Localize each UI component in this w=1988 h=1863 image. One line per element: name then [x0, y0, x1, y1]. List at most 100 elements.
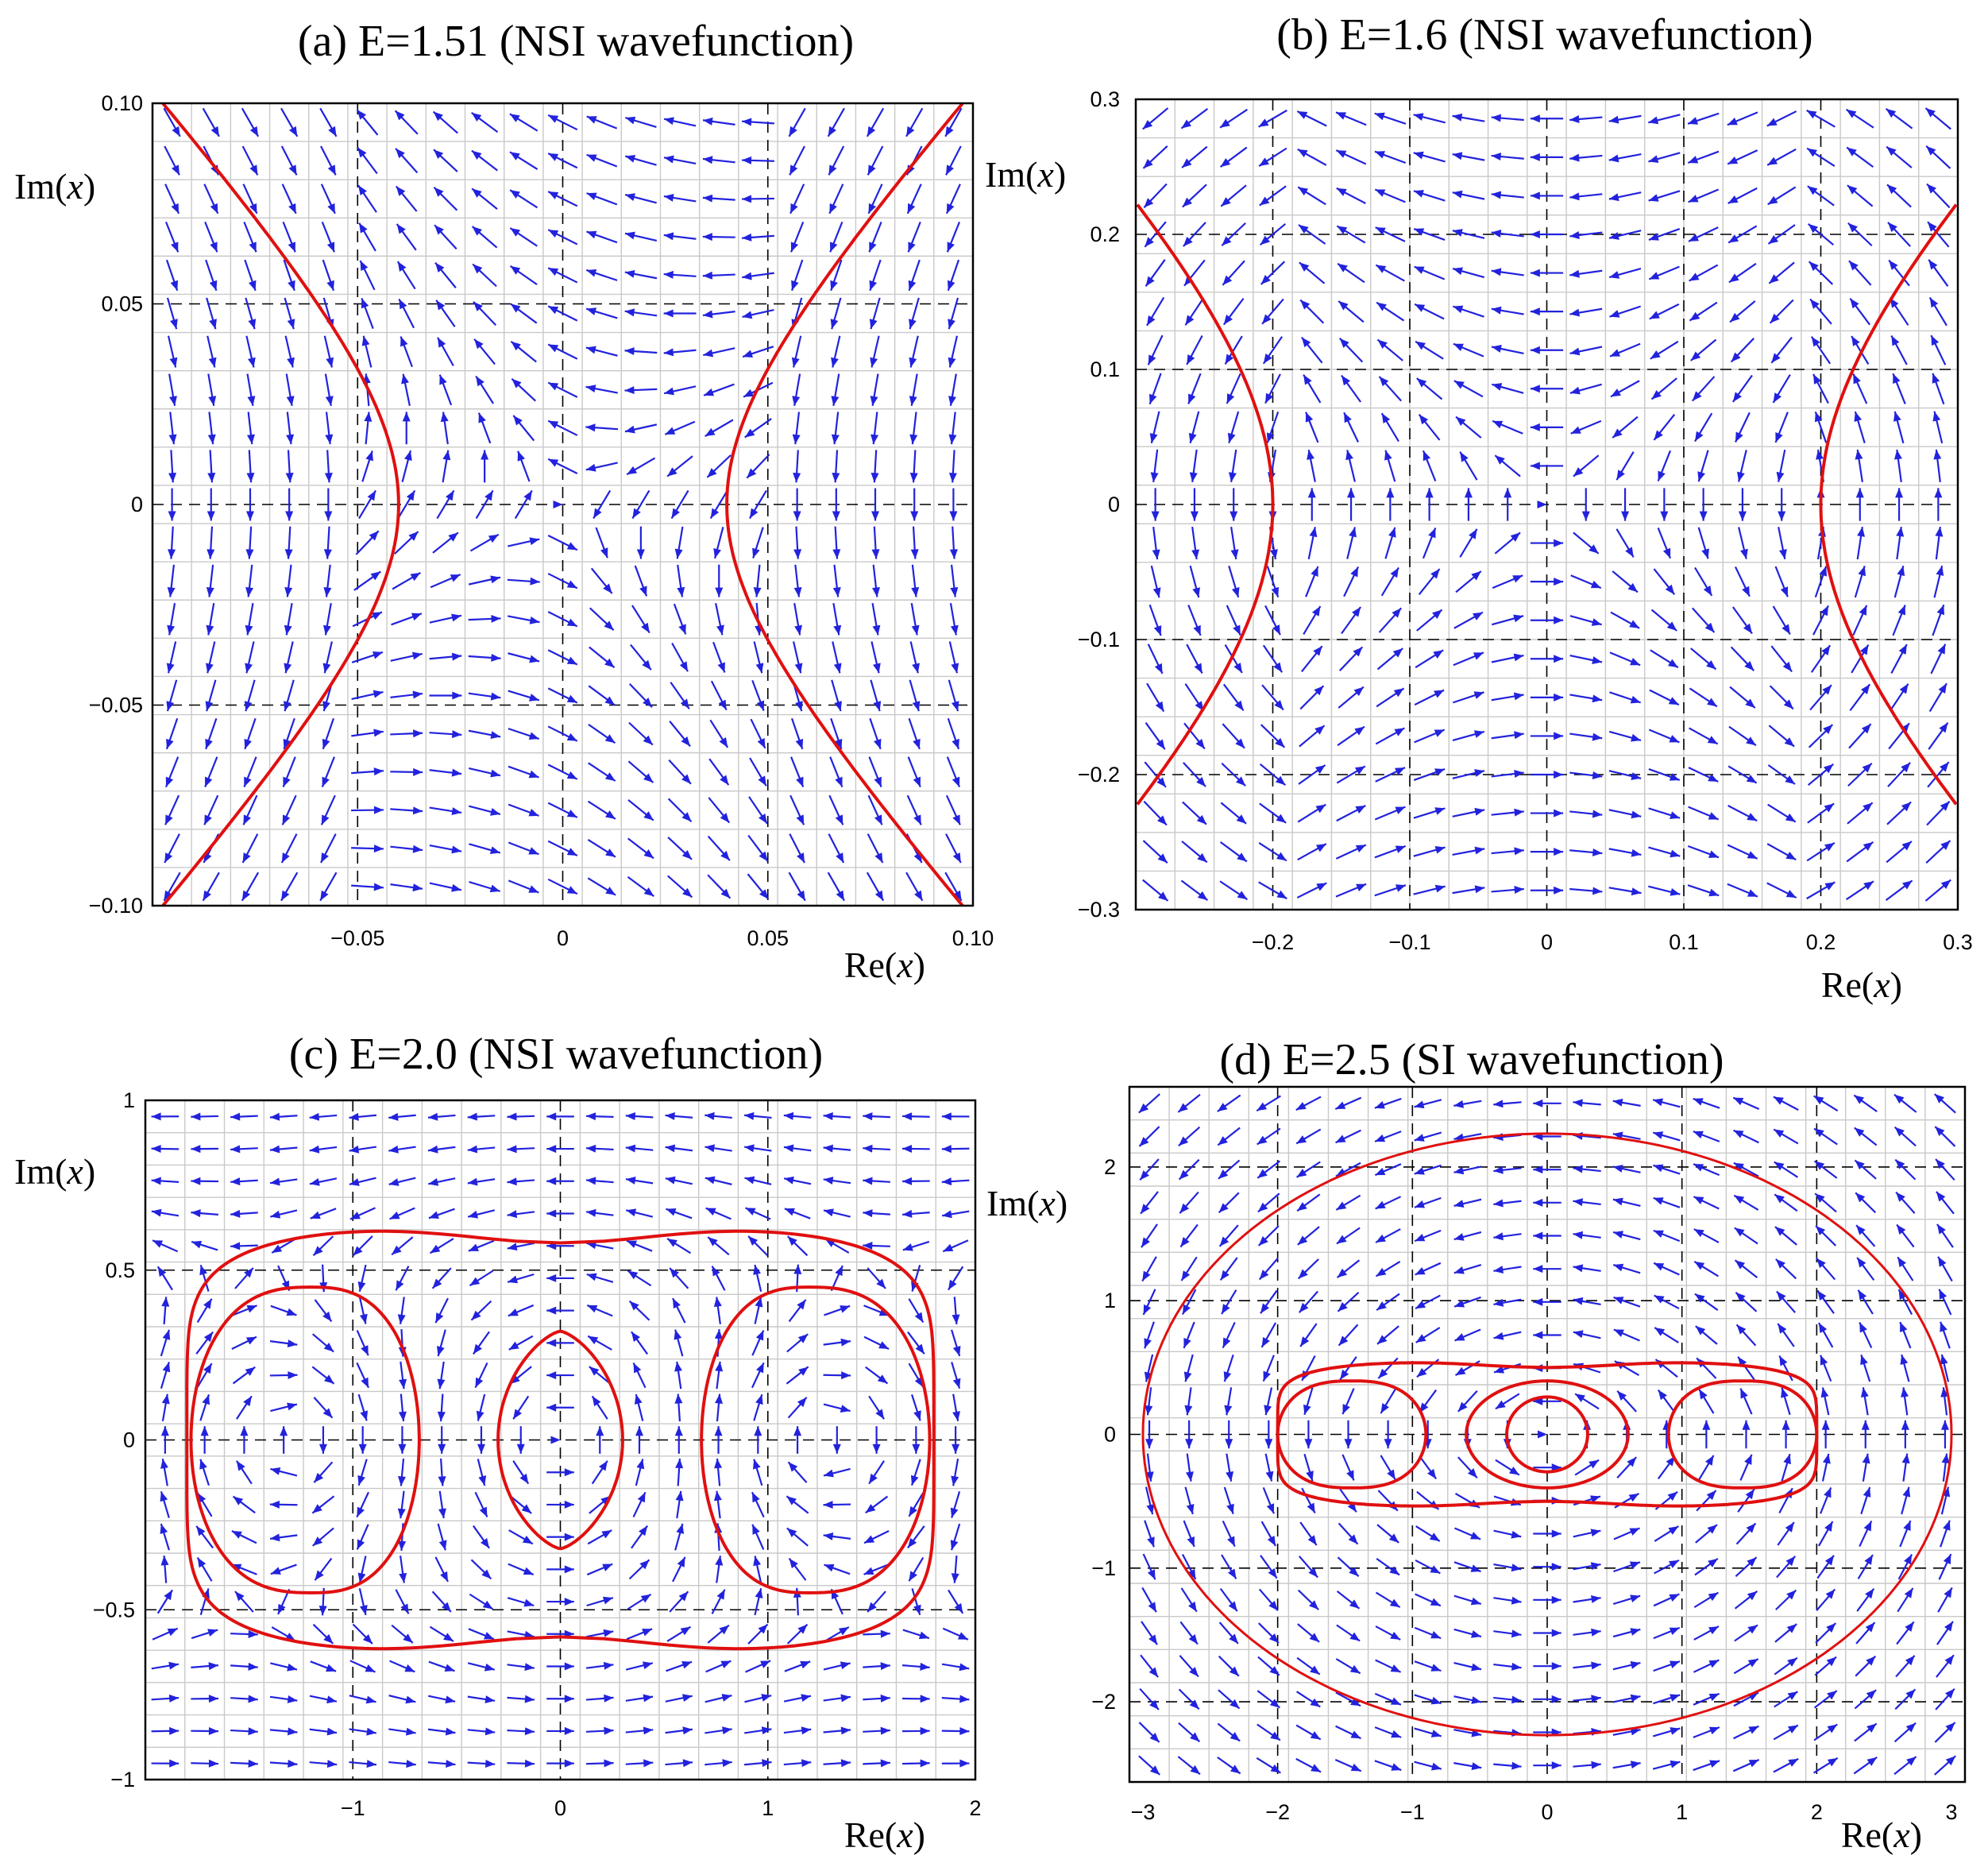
field-arrow — [1573, 1661, 1601, 1670]
field-arrow — [1530, 385, 1564, 393]
field-arrow — [626, 1628, 653, 1641]
field-arrow — [1335, 111, 1367, 126]
field-arrow — [1933, 449, 1942, 483]
field-arrow — [1693, 1163, 1720, 1177]
field-arrow — [902, 1662, 930, 1671]
field-arrow — [510, 340, 537, 363]
field-arrow — [1816, 1588, 1836, 1611]
field-arrow — [547, 649, 578, 666]
field-arrow — [1698, 1455, 1715, 1480]
field-arrow — [246, 373, 256, 407]
field-arrow — [702, 310, 735, 319]
field-arrow — [788, 872, 806, 902]
field-arrow — [1569, 115, 1603, 123]
field-arrow — [1820, 1387, 1830, 1416]
field-arrow — [1734, 1591, 1758, 1610]
field-arrow — [863, 1209, 890, 1218]
field-arrow — [906, 184, 922, 215]
x-tick-label: −0.2 — [1252, 930, 1294, 954]
field-arrow — [1221, 1289, 1237, 1315]
field-arrow — [1728, 725, 1757, 747]
field-arrow — [1813, 1127, 1838, 1146]
field-arrow — [1183, 1520, 1195, 1548]
field-arrow — [1533, 1695, 1561, 1703]
field-arrow — [1142, 1553, 1156, 1580]
field-arrow — [191, 1629, 218, 1640]
field-arrow — [1415, 1327, 1441, 1343]
field-arrow — [867, 1591, 886, 1613]
field-arrow — [789, 833, 805, 864]
field-arrow — [830, 259, 843, 292]
field-arrow — [1648, 846, 1681, 858]
field-arrow — [398, 1426, 407, 1454]
field-arrow — [166, 679, 178, 712]
field-arrow — [358, 1426, 367, 1454]
field-arrow — [1217, 1722, 1241, 1742]
field-arrow — [1184, 1486, 1195, 1515]
field-arrow — [741, 233, 774, 242]
field-arrow — [1452, 769, 1485, 779]
x-tick-label: −3 — [1131, 1800, 1156, 1824]
field-arrow — [1493, 1529, 1522, 1539]
field-arrow — [427, 1760, 456, 1768]
field-arrow — [902, 1112, 930, 1121]
field-arrow — [1260, 1289, 1278, 1314]
field-arrow — [1897, 1256, 1914, 1281]
field-arrow — [866, 872, 885, 902]
field-arrow — [832, 564, 841, 597]
minor-grid — [152, 103, 973, 906]
field-arrow — [1221, 1554, 1237, 1579]
field-arrow — [429, 806, 462, 816]
field-arrow — [270, 1304, 297, 1316]
field-arrow — [743, 1759, 772, 1768]
field-arrow — [753, 1264, 762, 1293]
field-arrow — [1142, 1289, 1156, 1316]
field-arrow — [949, 488, 958, 521]
field-arrow — [747, 1235, 769, 1257]
field-arrow — [1491, 731, 1524, 740]
field-arrow — [863, 1112, 890, 1121]
field-arrow — [1616, 1456, 1637, 1478]
field-arrow — [1693, 1228, 1720, 1243]
field-arrow — [1187, 373, 1202, 404]
field-arrow — [628, 682, 653, 708]
field-arrow — [1493, 1100, 1522, 1108]
field-arrow — [1533, 1165, 1561, 1174]
field-arrow — [1612, 570, 1639, 593]
field-arrow — [1815, 1225, 1837, 1247]
field-arrow — [151, 1694, 179, 1703]
field-arrow — [1337, 725, 1365, 747]
field-arrow — [508, 1304, 535, 1317]
field-arrow — [1384, 1420, 1392, 1449]
field-arrow — [715, 1556, 724, 1583]
field-arrow — [1767, 186, 1797, 206]
field-arrow — [1491, 847, 1524, 856]
field-arrow — [664, 420, 696, 435]
field-arrow — [789, 184, 805, 215]
field-arrow — [1336, 1259, 1361, 1278]
field-arrow — [471, 187, 498, 210]
field-arrow — [388, 1760, 416, 1768]
field-arrow — [635, 1426, 644, 1454]
vector-field — [1142, 107, 1951, 902]
field-arrow — [626, 457, 656, 476]
field-arrow — [324, 450, 333, 483]
field-arrow — [674, 1393, 683, 1422]
field-arrow — [949, 602, 959, 636]
field-arrow — [1849, 683, 1871, 712]
field-arrow — [741, 156, 774, 164]
field-arrow — [1413, 807, 1446, 819]
field-arrow — [675, 1458, 684, 1486]
field-arrow — [1737, 450, 1747, 482]
field-arrow — [1569, 615, 1602, 626]
field-arrow — [1262, 644, 1284, 673]
field-arrow — [1854, 566, 1866, 598]
field-arrow — [438, 374, 453, 406]
field-arrow — [1222, 297, 1245, 326]
y-tick-label: −0.2 — [1078, 763, 1120, 787]
field-arrow — [586, 192, 618, 206]
field-arrow — [946, 221, 961, 253]
field-arrow — [151, 1177, 179, 1185]
field-arrow — [1855, 1192, 1877, 1214]
field-arrow — [1338, 1522, 1359, 1545]
